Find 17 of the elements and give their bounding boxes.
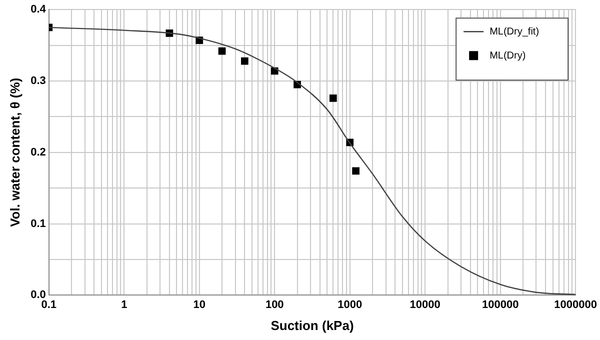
y-tick-label: 0.2 [30, 146, 46, 158]
y-tick-label: 0.3 [30, 75, 46, 88]
x-tick-label: 1000000 [554, 298, 597, 311]
legend-label: ML(Dry_fit) [490, 26, 540, 38]
x-tick-label: 100 [265, 298, 284, 311]
y-axis-title: Vol. water content, θ (%) [7, 78, 22, 227]
x-tick-label: 1 [121, 298, 128, 311]
x-tick-label: 0.1 [41, 298, 57, 311]
y-tick-label: 0.4 [30, 4, 47, 16]
y-tick-label: 0.0 [30, 289, 46, 302]
legend-label: ML(Dry) [490, 50, 526, 62]
x-tick-label: 100000 [482, 298, 519, 311]
y-tick-label: 0.1 [30, 218, 46, 230]
x-tick-label: 10000 [410, 298, 440, 311]
x-axis-title: Suction (kPa) [270, 318, 354, 333]
x-tick-label: 1000 [338, 298, 362, 311]
x-tick-label: 10 [193, 298, 206, 311]
